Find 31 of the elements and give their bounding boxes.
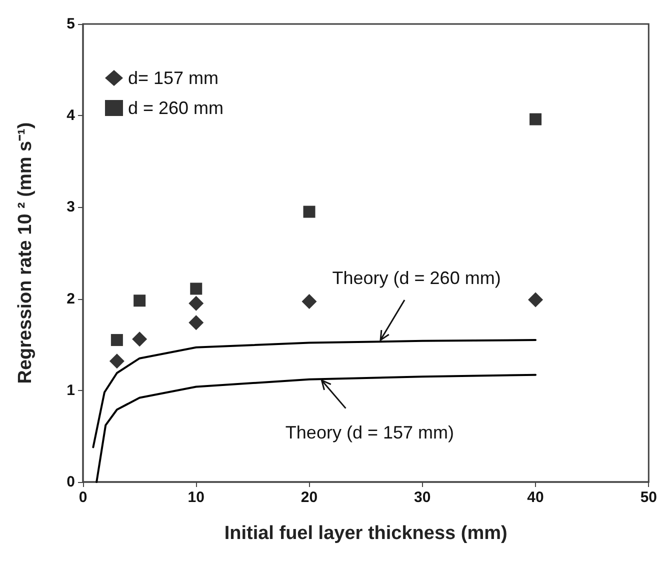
- x-tick-label: 50: [640, 489, 657, 506]
- y-tick-label: 3: [66, 198, 75, 216]
- y-tick-label: 2: [66, 290, 75, 308]
- point: [109, 354, 124, 369]
- line-series: [92, 339, 537, 448]
- x-tick-label: 40: [527, 489, 544, 506]
- annotation: Theory (d = 157 mm): [285, 422, 454, 442]
- x-tick-label: 30: [414, 489, 431, 506]
- point: [190, 282, 202, 295]
- point: [188, 315, 204, 330]
- y-axis-title: Regression rate 10 ² (mm s⁻¹): [15, 122, 36, 384]
- point: [303, 206, 316, 218]
- x-tick-label: 0: [78, 489, 88, 506]
- point: [134, 294, 146, 307]
- x-axis-title: Initial fuel layer thickness (mm): [224, 523, 508, 544]
- point: [302, 294, 317, 310]
- y-tick-label: 4: [66, 107, 76, 124]
- point: [132, 332, 148, 347]
- legend-label: d= 157 mm: [128, 68, 219, 88]
- point: [528, 292, 544, 308]
- x-tick-label: 10: [188, 489, 204, 506]
- point: [110, 334, 123, 346]
- point: [188, 296, 204, 311]
- line-series: [96, 374, 537, 483]
- legend-label: d = 260 mm: [128, 98, 224, 118]
- point: [530, 113, 542, 126]
- y-tick-label: 5: [66, 16, 75, 32]
- annotation: Theory (d = 260 mm): [332, 268, 501, 288]
- y-tick-label: 0: [66, 474, 75, 490]
- y-tick-label: 1: [66, 382, 75, 399]
- x-tick-label: 20: [300, 489, 318, 506]
